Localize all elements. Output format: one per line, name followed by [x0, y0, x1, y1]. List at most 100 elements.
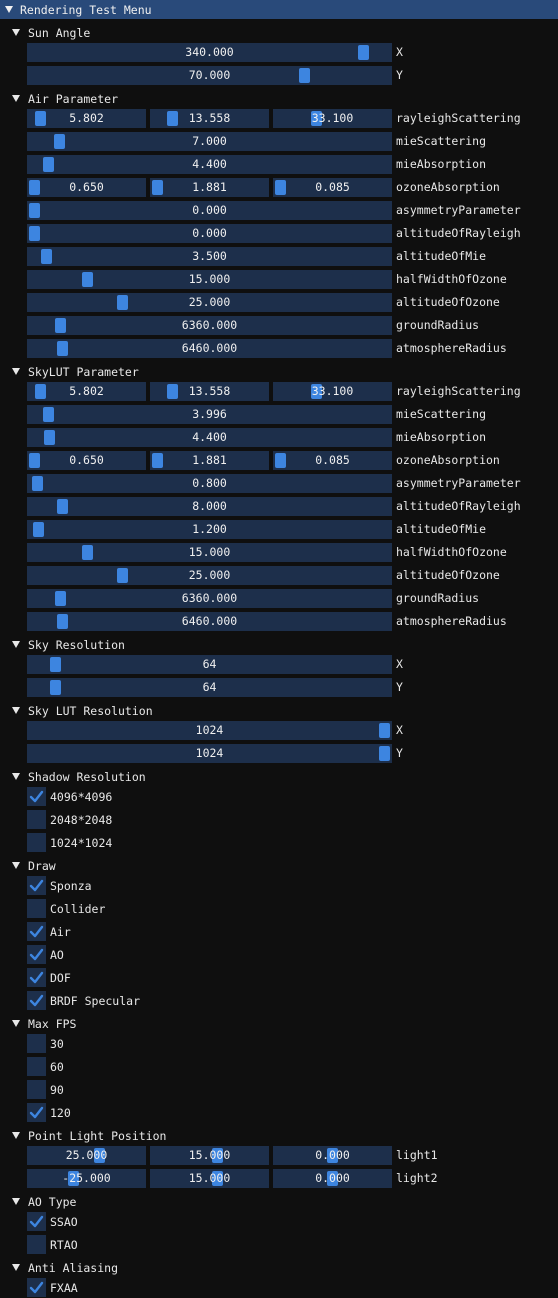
section-header-sky-resolution[interactable]: Sky Resolution: [0, 635, 125, 654]
checkbox-max-fps-60[interactable]: 60: [27, 1057, 64, 1076]
slider-altitudeofozone[interactable]: 25.000: [27, 293, 392, 312]
slider-ozoneabsorption-2[interactable]: 1.881: [150, 178, 269, 197]
slider-grab-handle[interactable]: [57, 341, 68, 356]
checkbox-box[interactable]: [27, 968, 46, 987]
section-header-max-fps[interactable]: Max FPS: [0, 1014, 76, 1033]
slider-grab-handle[interactable]: [166, 384, 178, 399]
checkbox-draw-ao[interactable]: AO: [27, 945, 64, 964]
expand-arrow-icon[interactable]: [12, 367, 20, 376]
slider-miescattering[interactable]: 7.000: [27, 132, 392, 151]
checkbox-draw-dof[interactable]: DOF: [27, 968, 71, 987]
slider-grab-handle[interactable]: [55, 591, 67, 606]
slider-ozoneabsorption-3[interactable]: 0.085: [273, 178, 392, 197]
checkbox-box[interactable]: [27, 1034, 46, 1053]
slider-x[interactable]: 340.000: [27, 43, 392, 62]
slider-light1-2[interactable]: 15.000: [150, 1146, 269, 1165]
checkbox-box[interactable]: [27, 991, 46, 1010]
slider-grab-handle[interactable]: [50, 657, 61, 672]
expand-arrow-icon[interactable]: [12, 1019, 20, 1028]
checkbox-ao-type-ssao[interactable]: SSAO: [27, 1212, 78, 1231]
slider-miescattering[interactable]: 3.996: [27, 405, 392, 424]
slider-halfwidthofozone[interactable]: 15.000: [27, 543, 392, 562]
section-header-anti-aliasing[interactable]: Anti Aliasing: [0, 1258, 118, 1277]
checkbox-box[interactable]: [27, 787, 46, 806]
slider-rayleighscattering-3[interactable]: 33.100: [273, 109, 392, 128]
slider-y[interactable]: 1024: [27, 744, 392, 763]
slider-asymmetryparameter[interactable]: 0.800: [27, 474, 392, 493]
slider-grab-handle[interactable]: [311, 111, 323, 126]
slider-rayleighscattering-2[interactable]: 13.558: [150, 109, 269, 128]
collapse-arrow-icon[interactable]: [5, 5, 13, 14]
slider-light2-2[interactable]: 15.000: [150, 1169, 269, 1188]
slider-ozoneabsorption-1[interactable]: 0.650: [27, 451, 146, 470]
slider-atmosphereradius[interactable]: 6460.000: [27, 339, 392, 358]
slider-grab-handle[interactable]: [43, 157, 54, 172]
section-header-air-parameter[interactable]: Air Parameter: [0, 89, 118, 108]
slider-mieabsorption[interactable]: 4.400: [27, 428, 392, 447]
slider-grab-handle[interactable]: [31, 476, 43, 491]
slider-grab-handle[interactable]: [29, 226, 40, 241]
slider-altitudeofmie[interactable]: 3.500: [27, 247, 392, 266]
slider-grab-handle[interactable]: [211, 1148, 223, 1163]
checkbox-draw-collider[interactable]: Collider: [27, 899, 105, 918]
slider-y[interactable]: 64: [27, 678, 392, 697]
slider-grab-handle[interactable]: [29, 453, 40, 468]
checkbox-max-fps-90[interactable]: 90: [27, 1080, 64, 1099]
expand-arrow-icon[interactable]: [12, 1197, 20, 1206]
slider-grab-handle[interactable]: [35, 384, 47, 399]
checkbox-box[interactable]: [27, 899, 46, 918]
checkbox-max-fps-120[interactable]: 120: [27, 1103, 71, 1122]
slider-groundradius[interactable]: 6360.000: [27, 316, 392, 335]
slider-grab-handle[interactable]: [379, 723, 390, 738]
slider-grab-handle[interactable]: [116, 568, 128, 583]
slider-ozoneabsorption-3[interactable]: 0.085: [273, 451, 392, 470]
slider-mieabsorption[interactable]: 4.400: [27, 155, 392, 174]
section-header-draw[interactable]: Draw: [0, 856, 56, 875]
checkbox-box[interactable]: [27, 945, 46, 964]
expand-arrow-icon[interactable]: [12, 1131, 20, 1140]
checkbox-box[interactable]: [27, 876, 46, 895]
slider-light1-3[interactable]: 0.000: [273, 1146, 392, 1165]
slider-grab-handle[interactable]: [43, 407, 54, 422]
checkbox-box[interactable]: [27, 1278, 46, 1297]
slider-altitudeofozone[interactable]: 25.000: [27, 566, 392, 585]
checkbox-shadow-resolution-1024-1024[interactable]: 1024*1024: [27, 833, 112, 852]
checkbox-max-fps-30[interactable]: 30: [27, 1034, 64, 1053]
expand-arrow-icon[interactable]: [12, 772, 20, 781]
checkbox-ao-type-rtao[interactable]: RTAO: [27, 1235, 78, 1254]
slider-grab-handle[interactable]: [298, 68, 310, 83]
slider-grab-handle[interactable]: [116, 295, 128, 310]
checkbox-draw-brdf-specular[interactable]: BRDF Specular: [27, 991, 140, 1010]
slider-altitudeofmie[interactable]: 1.200: [27, 520, 392, 539]
checkbox-draw-air[interactable]: Air: [27, 922, 71, 941]
slider-atmosphereradius[interactable]: 6460.000: [27, 612, 392, 631]
slider-light1-1[interactable]: 25.000: [27, 1146, 146, 1165]
slider-grab-handle[interactable]: [33, 522, 45, 537]
slider-rayleighscattering-2[interactable]: 13.558: [150, 382, 269, 401]
slider-light2-3[interactable]: 0.000: [273, 1169, 392, 1188]
checkbox-box[interactable]: [27, 1057, 46, 1076]
section-header-shadow-resolution[interactable]: Shadow Resolution: [0, 767, 146, 786]
slider-rayleighscattering-1[interactable]: 5.802: [27, 382, 146, 401]
checkbox-shadow-resolution-2048-2048[interactable]: 2048*2048: [27, 810, 112, 829]
window-titlebar[interactable]: Rendering Test Menu: [0, 0, 558, 19]
checkbox-draw-sponza[interactable]: Sponza: [27, 876, 92, 895]
section-header-skylut-parameter[interactable]: SkyLUT Parameter: [0, 362, 139, 381]
checkbox-shadow-resolution-4096-4096[interactable]: 4096*4096: [27, 787, 112, 806]
slider-grab-handle[interactable]: [327, 1171, 338, 1186]
slider-grab-handle[interactable]: [94, 1148, 105, 1163]
checkbox-box[interactable]: [27, 810, 46, 829]
slider-grab-handle[interactable]: [68, 1171, 79, 1186]
slider-grab-handle[interactable]: [53, 134, 65, 149]
slider-rayleighscattering-3[interactable]: 33.100: [273, 382, 392, 401]
slider-grab-handle[interactable]: [55, 318, 67, 333]
expand-arrow-icon[interactable]: [12, 94, 20, 103]
slider-grab-handle[interactable]: [358, 45, 369, 60]
section-header-point-light-position[interactable]: Point Light Position: [0, 1126, 166, 1145]
slider-groundradius[interactable]: 6360.000: [27, 589, 392, 608]
slider-asymmetryparameter[interactable]: 0.000: [27, 201, 392, 220]
slider-rayleighscattering-1[interactable]: 5.802: [27, 109, 146, 128]
slider-grab-handle[interactable]: [152, 453, 163, 468]
section-header-sky-lut-resolution[interactable]: Sky LUT Resolution: [0, 701, 153, 720]
slider-grab-handle[interactable]: [81, 272, 93, 287]
